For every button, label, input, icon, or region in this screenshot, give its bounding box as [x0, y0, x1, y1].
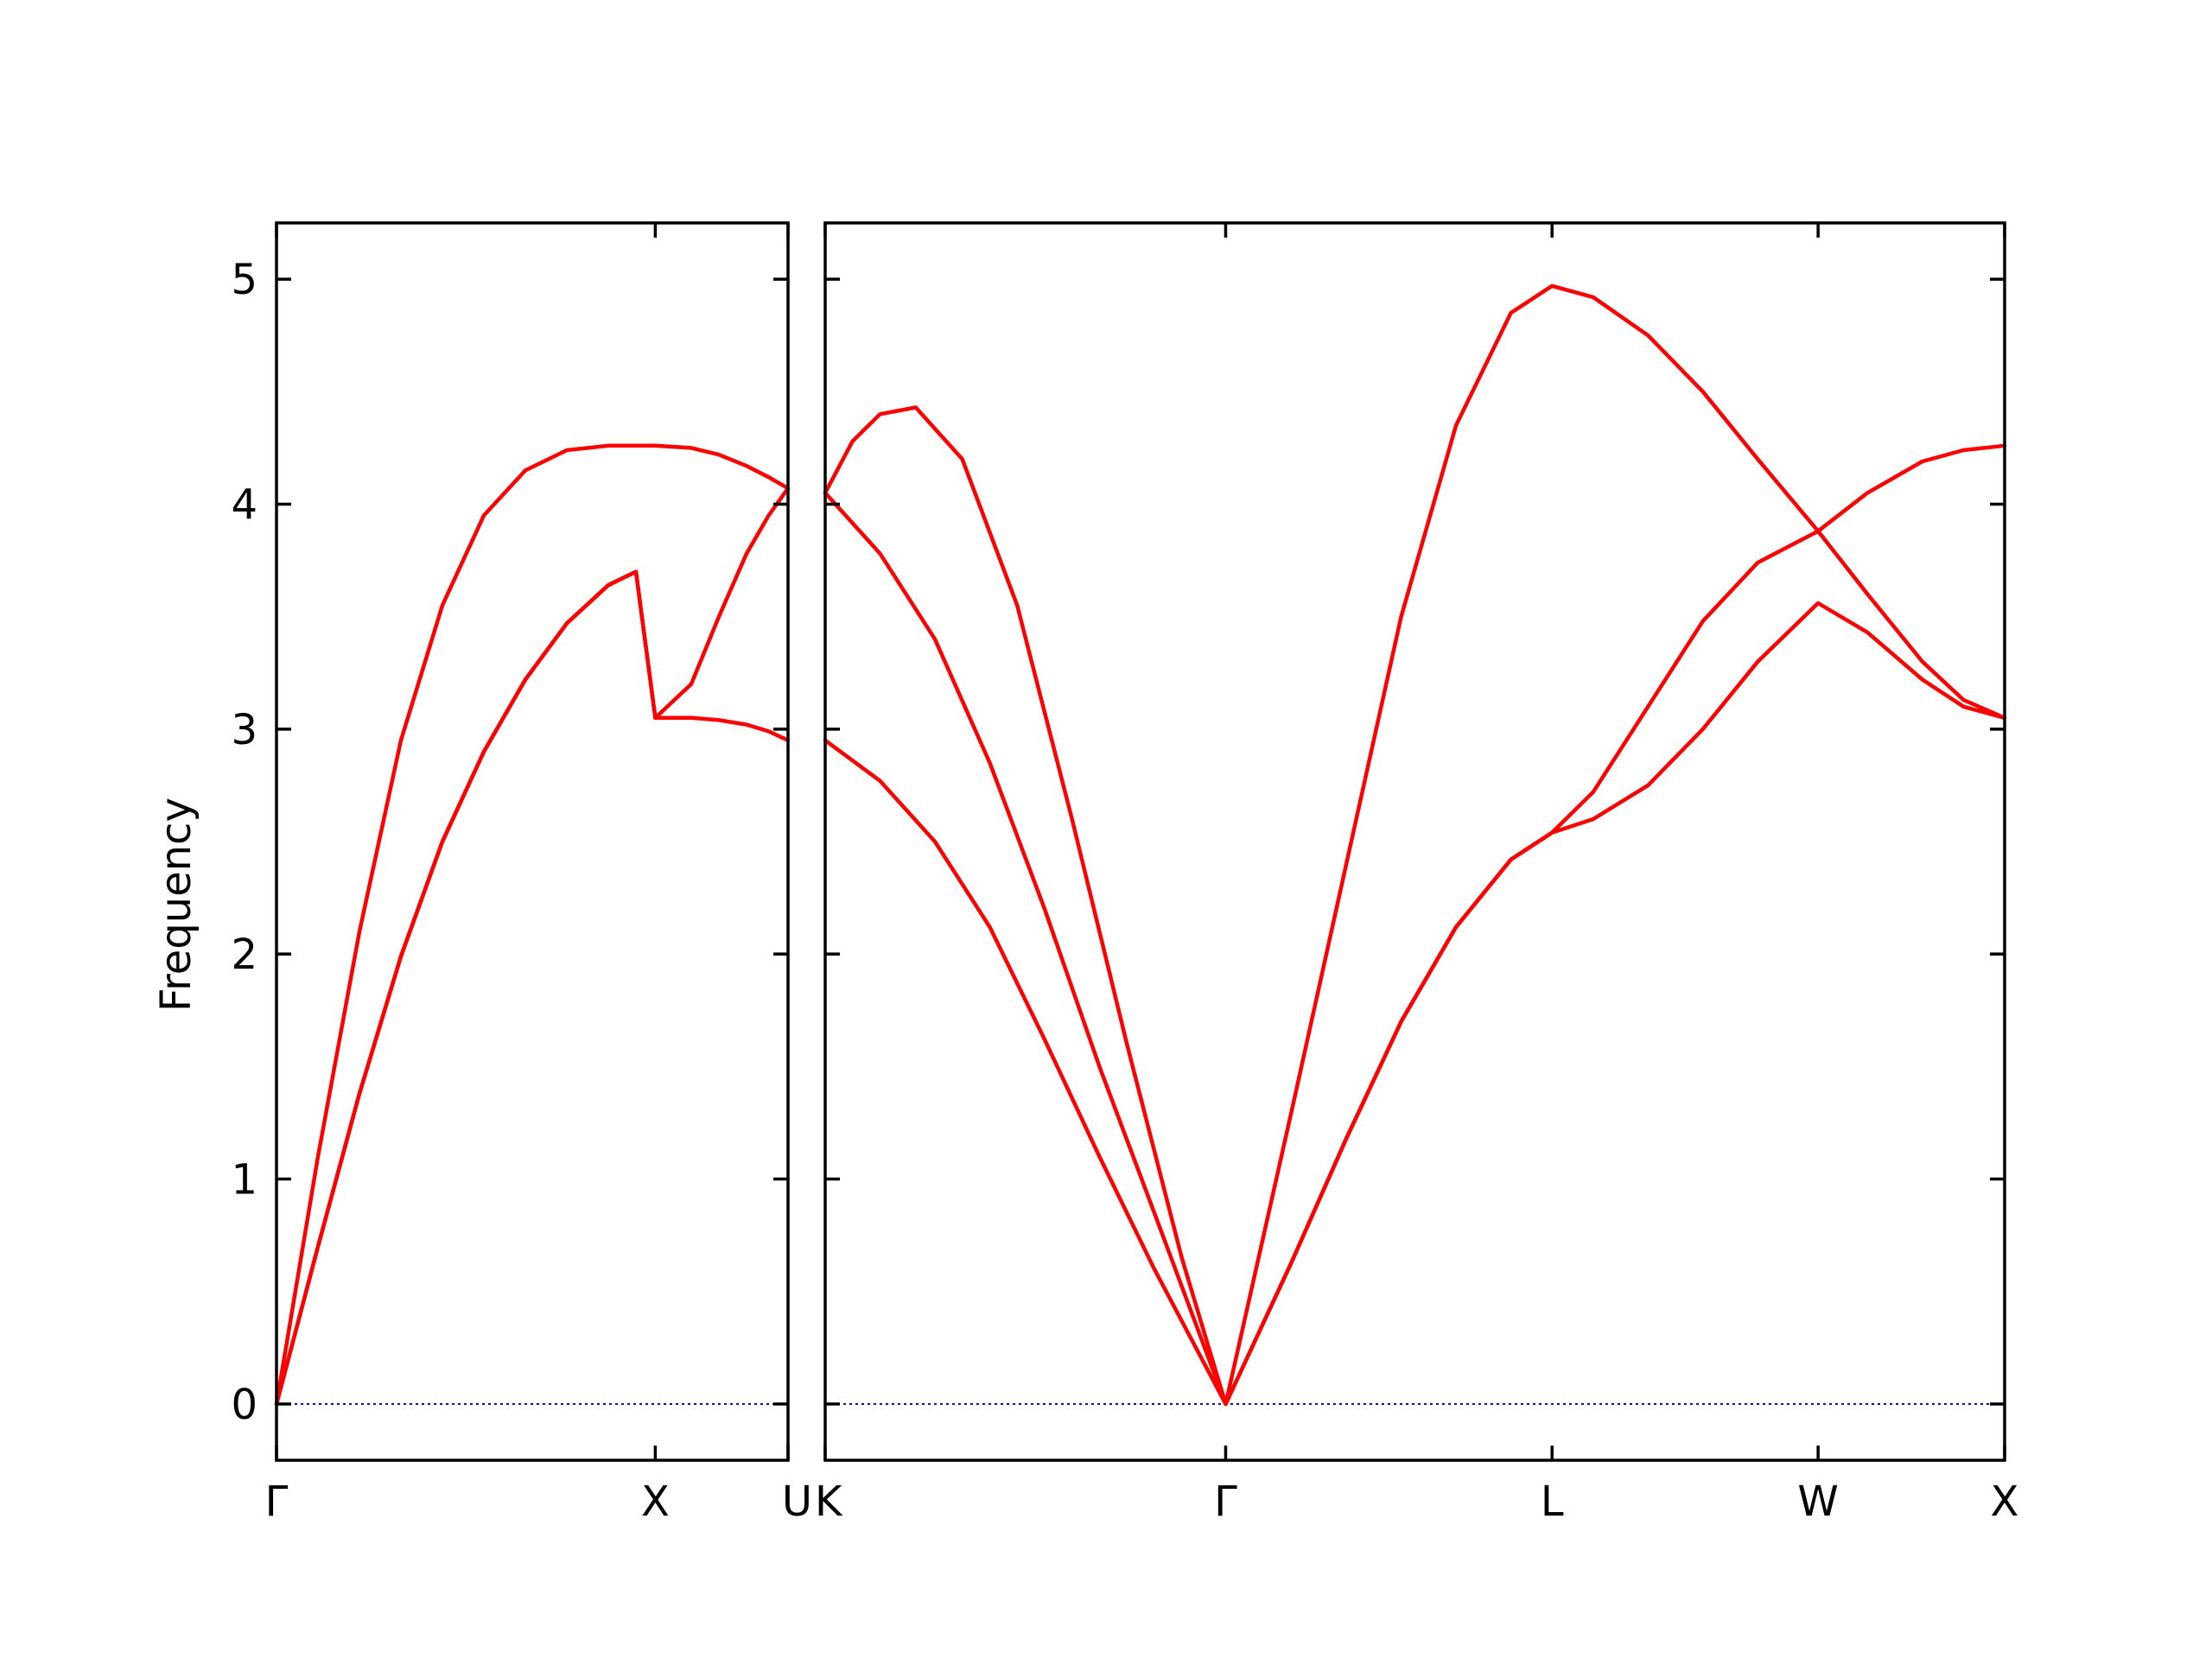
y-tick-label: 1 — [231, 1156, 257, 1205]
y-tick-label: 3 — [231, 706, 257, 754]
band-2 — [823, 491, 2007, 1407]
panel-frame — [823, 221, 2006, 1462]
x-tick-label: X — [1991, 1478, 2019, 1526]
x-tick-label: K — [815, 1478, 843, 1526]
x-tick-label: Γ — [1214, 1478, 1237, 1526]
band-2 — [274, 486, 791, 1407]
panel-1: 0 1 2 3 4 5 Γ X U — [231, 221, 812, 1526]
panel-frame — [275, 221, 790, 1462]
x-tick-label: L — [1541, 1478, 1564, 1526]
y-tick-label: 5 — [231, 256, 257, 304]
y-axis-label: Frequency — [152, 798, 200, 1012]
x-tick-label: Γ — [265, 1478, 289, 1526]
panels: 0 1 2 3 4 5 Γ X U K Γ L W X — [231, 221, 2019, 1526]
y-tick-label: 2 — [231, 931, 257, 979]
band-3 — [274, 443, 791, 1407]
x-tick-label: U — [782, 1478, 812, 1526]
x-tick-label: W — [1797, 1478, 1838, 1526]
band-1 — [274, 569, 791, 1407]
band-3 — [823, 283, 2007, 1407]
y-tick-label: 4 — [231, 480, 257, 529]
x-tick-label: X — [641, 1478, 670, 1526]
y-tick-label: 0 — [231, 1381, 257, 1429]
band-1 — [823, 601, 2007, 1407]
